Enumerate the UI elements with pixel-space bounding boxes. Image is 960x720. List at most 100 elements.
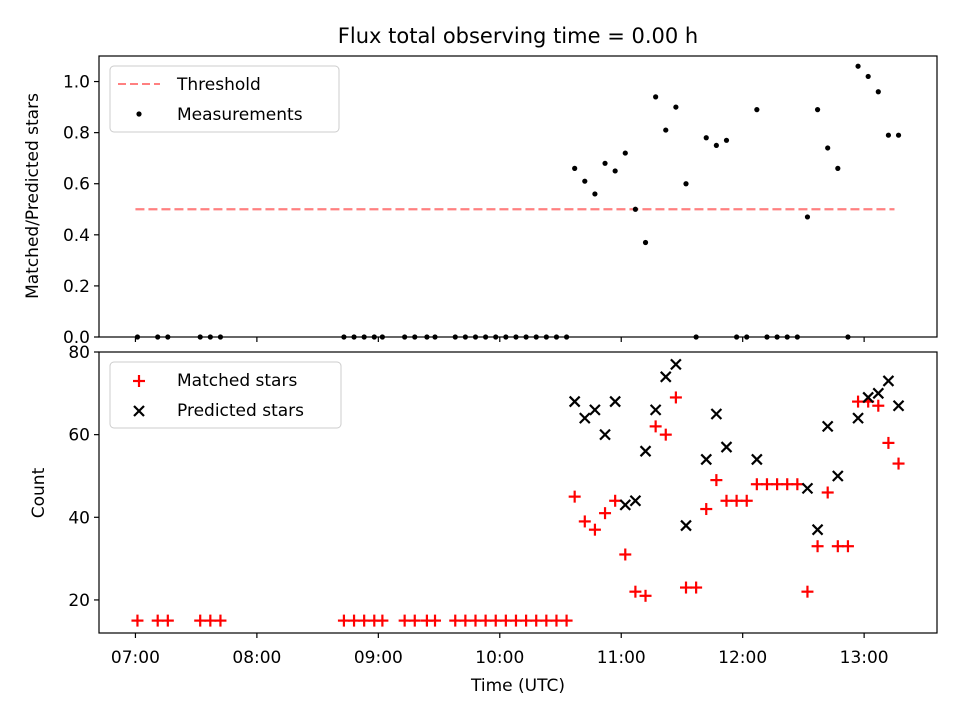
measurement-point xyxy=(533,334,539,340)
matched-stars-point xyxy=(791,478,804,491)
measurement-point xyxy=(165,334,171,340)
measurement-point xyxy=(582,178,588,184)
x-tick-label: 12:00 xyxy=(718,648,767,668)
measurement-point xyxy=(432,334,438,340)
measurement-point xyxy=(885,132,892,138)
measurement-point xyxy=(155,334,161,340)
matched-stars-point xyxy=(337,614,350,627)
top-y-axis-label: Matched/Predicted stars xyxy=(23,93,43,299)
top-legend-box xyxy=(109,65,340,133)
measurement-point xyxy=(493,334,499,340)
x-tick-label: 09:00 xyxy=(354,648,403,668)
measurement-point xyxy=(632,206,639,212)
matched-stars-point xyxy=(730,494,743,507)
matched-stars-point xyxy=(214,614,227,627)
matched-stars-point xyxy=(750,478,763,491)
measurement-point xyxy=(341,334,347,340)
matched-stars-point xyxy=(469,614,482,627)
predicted-stars-point xyxy=(801,482,814,495)
measurement-point xyxy=(572,165,578,171)
matched-stars-point xyxy=(348,614,361,627)
measurement-point xyxy=(653,94,659,100)
matched-stars-point xyxy=(669,391,682,404)
matched-stars-point xyxy=(568,490,581,503)
matched-stars-point xyxy=(599,507,612,520)
x-tick-label: 11:00 xyxy=(597,648,646,668)
matched-stars-point xyxy=(550,614,563,627)
matched-stars-point xyxy=(588,523,601,536)
measurement-point xyxy=(543,334,549,340)
predicted-stars-point xyxy=(659,371,672,383)
measurement-point xyxy=(553,334,560,340)
measurement-point xyxy=(412,334,418,340)
measurement-point xyxy=(592,191,598,197)
predicted-stars-point xyxy=(832,470,844,482)
matched-stars-point xyxy=(540,614,553,627)
measurement-point xyxy=(371,334,377,340)
measurement-point xyxy=(452,334,458,340)
predicted-stars-point xyxy=(599,428,611,441)
predicted-stars-point xyxy=(629,494,642,507)
measurement-point xyxy=(361,334,367,340)
bottom-legend: Matched stars Predicted stars xyxy=(109,361,342,429)
top-y-tick-label: 0.2 xyxy=(63,277,90,297)
matched-stars-point xyxy=(740,494,753,507)
matched-stars-point xyxy=(429,614,442,627)
measurement-point xyxy=(503,334,509,340)
measurement-point xyxy=(663,127,669,133)
predicted-stars-point xyxy=(751,453,763,466)
matched-stars-point xyxy=(801,585,814,598)
top-chart-marks xyxy=(134,63,902,340)
measurement-point xyxy=(134,334,141,340)
predicted-stars-point xyxy=(872,387,885,400)
matched-stars-legend-label: Matched stars xyxy=(177,371,297,391)
measurement-point xyxy=(217,334,224,340)
matched-stars-point xyxy=(892,457,905,470)
measurement-point xyxy=(713,142,719,149)
measurement-point xyxy=(814,107,821,113)
predicted-stars-point xyxy=(821,420,834,433)
matched-stars-point xyxy=(479,614,492,627)
matched-stars-point xyxy=(161,614,174,627)
bottom-y-axis-label: Count xyxy=(29,467,49,518)
bottom-y-ticks: 20 40 60 80 xyxy=(68,343,99,611)
measurement-point xyxy=(794,334,800,340)
matched-stars-point xyxy=(811,540,824,553)
measurement-point xyxy=(472,334,479,340)
measurement-point xyxy=(351,334,357,340)
measurement-point xyxy=(197,334,203,340)
matched-stars-point xyxy=(771,478,784,491)
predicted-stars-point xyxy=(710,408,723,420)
predicted-stars-point xyxy=(852,412,864,424)
predicted-stars-point xyxy=(609,395,621,408)
predicted-stars-point xyxy=(720,441,733,453)
measurement-point xyxy=(804,214,811,220)
predicted-stars-point xyxy=(862,391,874,404)
predicted-stars-point xyxy=(589,404,601,416)
matched-stars-point xyxy=(841,540,854,553)
measurement-point xyxy=(723,137,730,143)
x-tick-label: 13:00 xyxy=(840,648,889,668)
top-chart-title: Flux total observing time = 0.00 h xyxy=(338,24,698,48)
predicted-stars-point xyxy=(579,412,591,424)
measurement-point xyxy=(622,150,628,156)
measurement-point xyxy=(424,334,430,340)
matched-stars-point xyxy=(690,581,703,594)
measurement-point xyxy=(875,89,881,95)
predicted-stars-point xyxy=(649,404,662,416)
matched-stars-point xyxy=(659,428,672,441)
matched-stars-point xyxy=(872,399,885,412)
measurement-point xyxy=(563,334,570,340)
bottom-chart-marks xyxy=(131,358,905,627)
predicted-stars-point xyxy=(892,399,905,412)
matched-stars-point xyxy=(499,614,512,627)
measurement-point xyxy=(754,107,760,113)
matched-stars-point xyxy=(530,614,543,627)
matched-stars-point xyxy=(781,478,794,491)
bottom-y-tick-label: 60 xyxy=(68,426,90,446)
matched-stars-point xyxy=(710,474,723,487)
predicted-stars-point xyxy=(619,499,632,511)
matched-stars-point xyxy=(821,486,834,499)
matched-stars-point xyxy=(680,581,693,594)
matched-stars-point xyxy=(560,614,573,627)
